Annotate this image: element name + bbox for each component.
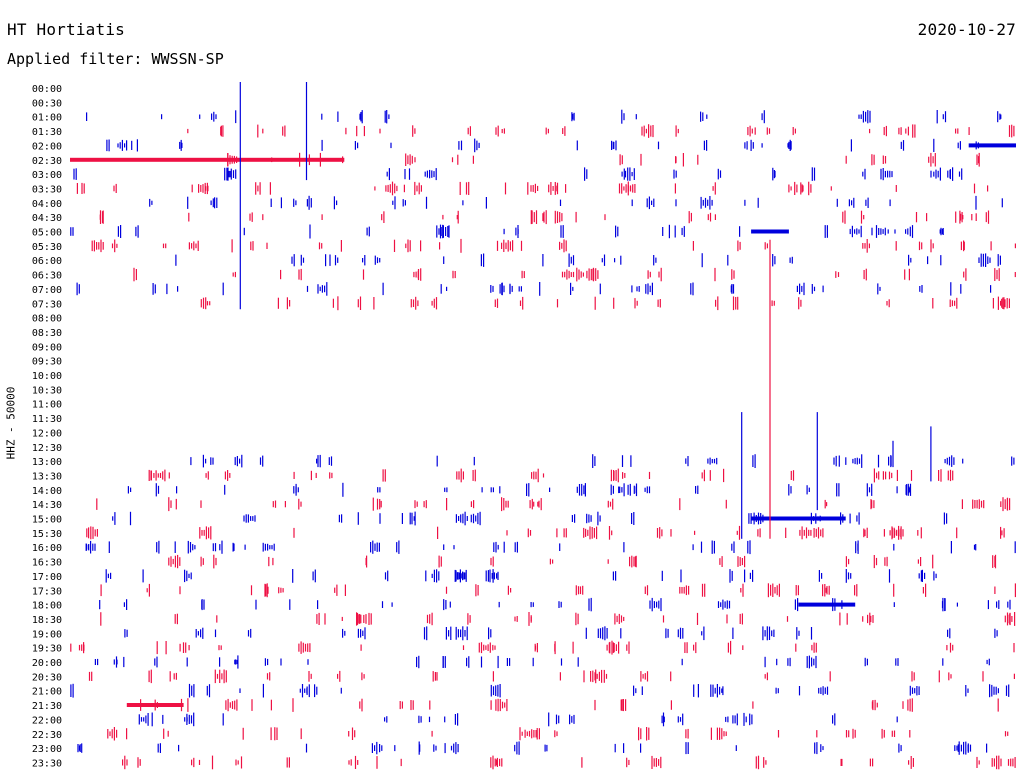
trace-row [70, 683, 1010, 698]
noise-band [126, 703, 184, 707]
trace-row [100, 583, 1017, 598]
time-tick-label: 02:30 [32, 156, 62, 167]
noise-band [70, 157, 345, 162]
noise-band [968, 143, 1016, 148]
time-tick-label: 17:30 [32, 586, 62, 597]
trace-row [76, 181, 989, 196]
time-tick-label: 02:00 [32, 141, 62, 152]
noise-band [751, 516, 846, 521]
time-tick-label: 09:30 [32, 357, 62, 368]
filter-label: Applied filter: WWSSN-SP [7, 50, 224, 68]
trace-row [107, 727, 1009, 741]
trace-row [106, 138, 980, 153]
trace-row [187, 124, 1015, 138]
trace-row [70, 224, 944, 239]
trace-row [70, 640, 1015, 655]
date-label: 2020-10-27 [917, 20, 1016, 39]
time-tick-label: 07:30 [32, 299, 62, 310]
trace-row [76, 282, 992, 296]
time-tick-label: 03:30 [32, 184, 62, 195]
time-tick-label: 20:00 [32, 658, 62, 669]
trace-row [148, 468, 954, 483]
time-tick-label: 18:00 [32, 601, 62, 612]
time-tick-label: 11:30 [32, 414, 62, 425]
time-tick-label: 22:00 [32, 715, 62, 726]
time-tick-label: 00:00 [32, 84, 62, 95]
time-tick-label: 03:00 [32, 170, 62, 181]
time-tick-label: 04:30 [32, 213, 62, 224]
trace-row [168, 554, 997, 569]
trace-row [91, 238, 1017, 253]
trace-row [133, 267, 1016, 282]
time-tick-label: 12:00 [32, 428, 62, 439]
time-tick-label: 04:00 [32, 199, 62, 210]
time-tick-label: 13:30 [32, 471, 62, 482]
trace-row [99, 597, 1011, 612]
station-title: HT Hortiatis [7, 20, 125, 39]
time-tick-label: 14:00 [32, 486, 62, 497]
time-tick-label: 22:30 [32, 730, 62, 741]
time-tick-label: 15:00 [32, 515, 62, 526]
trace-row [138, 712, 898, 727]
time-tick-label: 18:30 [32, 615, 62, 626]
time-tick-label: 13:00 [32, 457, 62, 468]
time-tick-label: 23:00 [32, 744, 62, 755]
time-tick-label: 17:00 [32, 572, 62, 583]
noise-band [751, 229, 789, 234]
trace-row [94, 655, 990, 669]
time-tick-label: 06:30 [32, 271, 62, 282]
time-tick-label: 14:30 [32, 500, 62, 511]
time-tick-label: 05:30 [32, 242, 62, 253]
trace-row [200, 296, 1011, 311]
trace-row [175, 253, 1002, 268]
time-tick-label: 19:00 [32, 629, 62, 640]
time-tick-label: 09:00 [32, 342, 62, 353]
trace-row [124, 626, 998, 641]
trace-row [127, 482, 912, 497]
time-tick-label: 16:00 [32, 543, 62, 554]
time-tick-label: 19:30 [32, 644, 62, 655]
time-tick-label: 20:30 [32, 672, 62, 683]
trace-row [190, 454, 1015, 468]
noise-band [798, 602, 856, 607]
time-tick-label: 10:00 [32, 371, 62, 382]
time-tick-label: 00:30 [32, 98, 62, 109]
trace-row [77, 741, 988, 755]
time-tick-label: 12:30 [32, 443, 62, 454]
trace-row [88, 669, 1016, 684]
time-tick-label: 15:30 [32, 529, 62, 540]
time-tick-label: 08:00 [32, 314, 62, 325]
trace-row [121, 755, 1016, 770]
time-tick-label: 16:30 [32, 558, 62, 569]
time-tick-label: 10:30 [32, 385, 62, 396]
trace-row [149, 195, 1003, 210]
time-tick-label: 06:00 [32, 256, 62, 267]
trace-row [100, 612, 1016, 626]
time-tick-label: 05:00 [32, 228, 62, 239]
trace-row [96, 497, 1011, 512]
trace-row [73, 167, 963, 181]
time-tick-label: 07:00 [32, 285, 62, 296]
time-tick-label: 23:30 [32, 758, 62, 769]
trace-row [85, 109, 1002, 124]
trace-row [99, 210, 990, 225]
time-tick-label: 08:30 [32, 328, 62, 339]
trace-row [105, 569, 937, 583]
trace-row [86, 525, 1005, 540]
trace-row [140, 698, 999, 712]
time-tick-label: 01:00 [32, 113, 62, 124]
time-tick-label: 21:30 [32, 701, 62, 712]
trace-row [85, 540, 1016, 555]
time-tick-label: 01:30 [32, 127, 62, 138]
time-tick-label: 11:00 [32, 400, 62, 411]
time-tick-label: 21:00 [32, 687, 62, 698]
